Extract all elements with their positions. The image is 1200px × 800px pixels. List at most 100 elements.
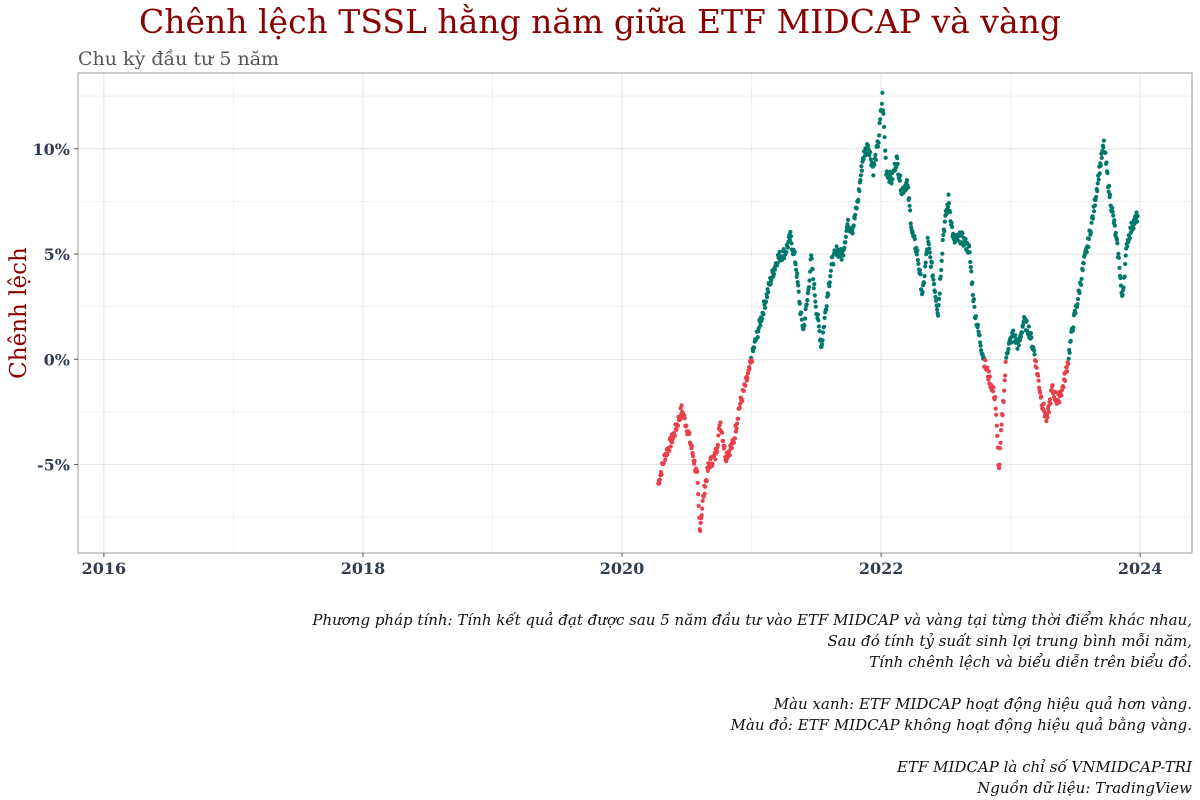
data-point xyxy=(931,282,937,287)
data-point xyxy=(1090,216,1096,221)
data-point xyxy=(960,231,965,236)
data-point xyxy=(812,282,817,287)
data-point xyxy=(766,290,771,295)
data-point xyxy=(695,469,700,474)
data-point xyxy=(1096,177,1101,182)
data-point xyxy=(810,267,815,272)
data-point xyxy=(857,188,862,194)
data-point xyxy=(1080,268,1085,273)
data-point xyxy=(665,452,670,457)
data-point xyxy=(674,427,679,432)
data-point xyxy=(1117,265,1122,270)
data-point xyxy=(795,271,800,276)
data-point xyxy=(839,257,844,262)
data-point xyxy=(743,383,748,388)
data-point xyxy=(1046,410,1052,415)
data-point xyxy=(764,299,769,304)
data-point xyxy=(737,405,742,410)
data-point xyxy=(805,291,810,296)
data-point xyxy=(782,256,787,261)
data-point xyxy=(801,327,806,332)
data-point xyxy=(1123,261,1128,267)
data-point xyxy=(925,235,930,240)
data-point xyxy=(1114,237,1119,242)
chart-title: Chênh lệch TSSL hằng năm giữa ETF MIDCAP… xyxy=(138,2,1062,41)
data-point xyxy=(827,280,832,285)
data-point xyxy=(946,192,951,197)
data-point xyxy=(768,281,773,286)
x-tick-label: 2018 xyxy=(341,559,386,578)
data-point xyxy=(696,492,701,497)
data-point xyxy=(895,156,900,161)
data-point xyxy=(993,406,998,411)
data-point xyxy=(1101,145,1106,150)
legend-note-red: Màu đỏ: ETF MIDCAP không hoạt động hiệu … xyxy=(730,716,1192,734)
data-point xyxy=(659,472,664,477)
data-point xyxy=(1112,223,1117,228)
data-point xyxy=(824,304,829,309)
data-point xyxy=(1038,390,1043,395)
data-point xyxy=(1067,350,1072,355)
data-point xyxy=(990,389,996,394)
data-point xyxy=(663,457,668,462)
data-point xyxy=(756,329,761,334)
data-point xyxy=(826,292,831,297)
chart-subtitle: Chu kỳ đầu tư 5 năm xyxy=(78,48,280,70)
data-point xyxy=(878,117,883,122)
data-point xyxy=(740,398,745,404)
data-point xyxy=(794,267,799,272)
data-point xyxy=(1002,378,1007,383)
data-point xyxy=(930,273,936,278)
data-point xyxy=(928,264,934,269)
data-point xyxy=(777,249,782,254)
data-point xyxy=(775,261,780,266)
data-point xyxy=(1135,214,1140,219)
data-point xyxy=(794,274,799,279)
data-point xyxy=(906,185,911,190)
data-point xyxy=(942,229,947,234)
data-point xyxy=(894,165,899,170)
data-point xyxy=(928,255,933,260)
data-point xyxy=(995,433,1000,438)
x-tick-label: 2020 xyxy=(600,559,645,578)
data-point xyxy=(1033,359,1039,364)
data-point xyxy=(735,421,740,426)
data-point xyxy=(858,178,863,183)
data-point xyxy=(788,229,793,235)
data-point xyxy=(916,261,921,266)
data-point xyxy=(1065,369,1070,374)
data-point xyxy=(1093,203,1098,208)
data-point xyxy=(923,264,928,269)
data-point xyxy=(970,292,975,298)
data-point xyxy=(1116,255,1121,260)
data-point xyxy=(758,323,763,328)
data-point xyxy=(682,416,687,421)
data-point xyxy=(986,369,992,374)
data-point xyxy=(843,240,848,245)
data-point xyxy=(1110,205,1115,211)
data-point xyxy=(970,280,975,285)
data-point xyxy=(997,446,1003,451)
data-point xyxy=(1089,220,1094,225)
data-point xyxy=(741,388,746,393)
data-point xyxy=(933,298,939,303)
data-point xyxy=(858,173,864,178)
data-point xyxy=(910,230,915,235)
data-point xyxy=(714,449,720,454)
data-point xyxy=(843,234,849,239)
data-point xyxy=(918,272,923,277)
data-point xyxy=(845,222,850,227)
data-point xyxy=(807,278,812,283)
data-point xyxy=(977,333,982,338)
data-point xyxy=(933,294,938,299)
data-point xyxy=(879,101,885,106)
data-point xyxy=(834,244,839,249)
data-point xyxy=(1003,359,1008,364)
data-point xyxy=(944,211,949,216)
data-point xyxy=(734,426,739,431)
data-point xyxy=(827,284,832,289)
data-point xyxy=(713,457,718,462)
data-point xyxy=(1053,389,1058,395)
data-point xyxy=(1041,401,1046,406)
data-point xyxy=(971,297,977,302)
